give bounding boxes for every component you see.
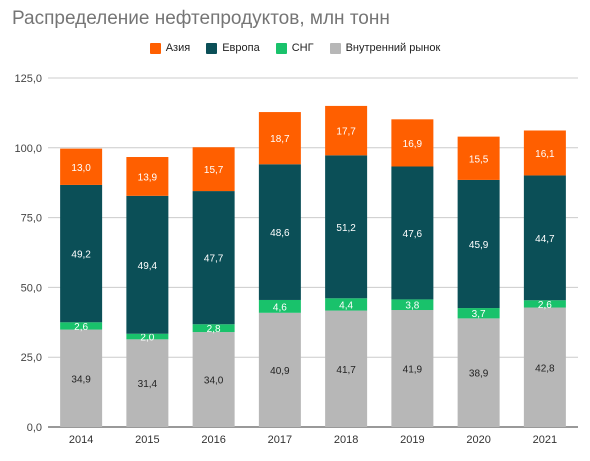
data-label: 2,6 [538,300,552,311]
legend-item: Европа [206,42,260,54]
legend-item: Азия [149,42,191,54]
data-label: 13,9 [138,172,158,183]
bar-segment [457,179,500,309]
bar-segment [60,148,103,185]
bar-segment [523,130,566,176]
data-label: 47,6 [403,229,423,240]
legend-label: Азия [165,42,191,54]
data-label: 45,9 [469,240,489,251]
bar-segment [391,310,434,427]
legend-swatch [149,42,161,54]
bar-segment [126,157,169,196]
data-label: 2,6 [74,322,88,333]
y-tick-label: 50,0 [21,282,42,294]
bar-segment [523,175,566,301]
bar-segment [192,147,235,192]
data-label: 3,8 [405,301,419,312]
x-tick-label: 2015 [135,434,159,446]
bar-segment [192,332,235,427]
data-label: 3,7 [472,309,486,320]
bar-segment [258,164,301,300]
data-label: 17,7 [336,127,356,138]
data-label: 2,8 [207,324,221,335]
bar-segment [391,299,434,311]
data-label: 38,9 [469,369,489,380]
bar-segment [325,310,368,427]
data-label: 34,0 [204,376,224,387]
bar-segment [60,322,103,330]
data-label: 48,6 [270,228,290,239]
data-label: 13,0 [71,163,91,174]
bar-segment [457,308,500,319]
data-label: 2,0 [140,333,154,344]
legend-item: СНГ [275,42,314,54]
y-tick-label: 75,0 [21,213,42,225]
bar-segment [126,195,169,334]
bar-segment [192,324,235,333]
bar-segment [325,155,368,299]
y-tick-label: 100,0 [14,143,42,155]
data-label: 18,7 [270,134,290,145]
x-tick-label: 2021 [533,434,557,446]
legend-swatch [329,42,341,54]
data-label: 41,7 [336,365,356,376]
data-label: 51,2 [336,223,356,234]
x-tick-label: 2016 [201,434,225,446]
bar-segment [258,112,301,165]
data-label: 49,2 [71,250,91,261]
bar-segment [258,299,301,313]
data-label: 41,9 [403,365,423,376]
bar-segment [192,191,235,325]
data-label: 15,7 [204,165,224,176]
data-label: 16,9 [403,139,423,150]
data-label: 4,4 [339,300,353,311]
data-label: 49,4 [138,261,158,272]
bar-segment [60,329,103,427]
data-label: 4,6 [273,302,287,313]
bar-segment [457,318,500,427]
x-tick-label: 2018 [334,434,358,446]
data-label: 15,5 [469,154,489,165]
legend-swatch [275,42,287,54]
legend-label: СНГ [291,42,314,54]
bar-segment [325,105,368,156]
data-label: 31,4 [138,379,158,390]
legend-label: Европа [222,42,260,54]
legend: Азия Европа СНГ Внутренний рынок [0,42,590,54]
bar-segment [457,136,500,180]
bar-segment [325,298,368,311]
data-label: 42,8 [535,363,555,374]
bar-segment [60,184,103,323]
bar-segment [126,339,169,427]
bar-segment [523,307,566,427]
y-tick-label: 0,0 [27,422,42,434]
x-tick-label: 2014 [69,434,93,446]
bar-segment [391,119,434,167]
data-label: 16,1 [535,149,555,160]
bar-segment [258,312,301,427]
x-tick-label: 2019 [400,434,424,446]
data-label: 47,7 [204,254,224,265]
x-tick-label: 2020 [466,434,490,446]
chart-title: Распределение нефтепродуктов, млн тонн [12,8,390,29]
legend-swatch [206,42,218,54]
legend-label: Внутренний рынок [345,42,441,54]
bar-segment [523,300,566,308]
x-tick-label: 2017 [268,434,292,446]
data-label: 44,7 [535,234,555,245]
legend-item: Внутренний рынок [329,42,441,54]
y-tick-label: 125,0 [14,73,42,85]
data-label: 34,9 [71,374,91,385]
data-label: 40,9 [270,366,290,377]
y-tick-label: 25,0 [21,352,42,364]
bar-segment [126,333,169,340]
bar-segment [391,166,434,300]
